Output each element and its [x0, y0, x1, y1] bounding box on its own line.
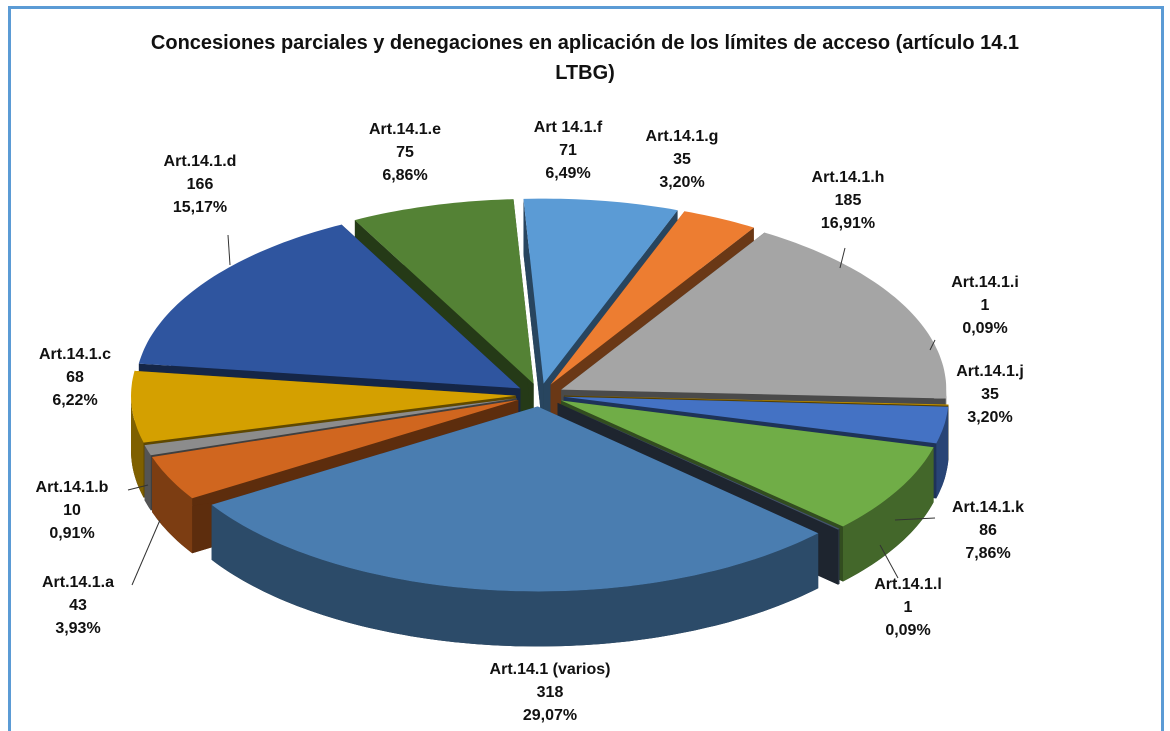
slice-wall — [211, 504, 819, 647]
data-label-percent: 29,07% — [523, 707, 577, 724]
data-label-percent: 6,86% — [382, 167, 427, 184]
data-label-value: 318 — [537, 684, 564, 701]
slice-side — [523, 198, 544, 439]
pie-slice — [561, 400, 934, 527]
data-label-value: 10 — [63, 502, 81, 519]
chart-frame — [8, 6, 1164, 731]
pie-slice — [561, 232, 947, 399]
data-label-percent: 6,49% — [545, 165, 590, 182]
data-label-name: Art.14.1.i — [951, 274, 1019, 291]
leader-line — [127, 484, 149, 491]
data-label-percent: 6,22% — [52, 392, 97, 409]
pie-slice — [144, 398, 517, 456]
pie-slice — [152, 399, 519, 499]
leader-line — [879, 544, 899, 579]
data-label-name: Art.14.1 (varios) — [490, 661, 611, 678]
leader-line — [894, 517, 936, 521]
data-label-value: 185 — [835, 192, 862, 209]
pie-slice — [563, 395, 949, 406]
data-label-value: 68 — [66, 369, 84, 386]
data-label-value: 166 — [187, 176, 214, 193]
data-label-percent: 3,93% — [55, 620, 100, 637]
data-label-value: 75 — [396, 144, 414, 161]
chart-title: Concesiones parciales y denegaciones en … — [150, 32, 1020, 84]
slice — [211, 406, 819, 647]
data-label-percent: 7,86% — [965, 545, 1010, 562]
data-label-value: 71 — [559, 142, 577, 159]
pie-slice — [550, 211, 754, 385]
slice-wall — [936, 406, 949, 499]
pie-slice — [211, 406, 819, 592]
data-label-percent: 0,09% — [885, 622, 930, 639]
pie-slice — [557, 402, 840, 530]
data-label-percent: 0,09% — [962, 320, 1007, 337]
slice-side — [152, 399, 519, 512]
data-label-name: Art.14.1.a — [42, 574, 114, 591]
data-label-name: Art.14.1.b — [36, 479, 109, 496]
data-label-percent: 3,20% — [967, 409, 1012, 426]
slice-wall — [144, 445, 151, 511]
data-label-name: Art 14.1.f — [534, 119, 603, 136]
data-label-value: 1 — [904, 599, 913, 616]
data-label-name: Art.14.1.k — [952, 499, 1024, 516]
slice-wall — [152, 457, 193, 554]
data-label-value: 86 — [979, 522, 997, 539]
data-label-value: 35 — [673, 151, 691, 168]
data-label-name: Art.14.1.e — [369, 121, 441, 138]
leader-line — [839, 247, 846, 269]
data-label-value: 35 — [981, 386, 999, 403]
slice-wall — [838, 528, 840, 585]
pie-slice — [523, 198, 678, 384]
data-label-value: 1 — [981, 297, 990, 314]
data-label-name: Art.14.1.h — [812, 169, 885, 186]
pie-slice — [563, 396, 949, 444]
leader-line — [929, 339, 936, 351]
data-label-name: Art.14.1.d — [164, 153, 237, 170]
data-label-percent: 3,20% — [659, 174, 704, 191]
data-label-percent: 15,17% — [173, 199, 227, 216]
slice-wall — [843, 447, 934, 582]
leader-line — [131, 519, 161, 586]
data-label-name: Art.14.1.c — [39, 346, 111, 363]
data-label-percent: 0,91% — [49, 525, 94, 542]
data-label-name: Art.14.1.j — [956, 363, 1024, 380]
data-label-name: Art.14.1.g — [646, 128, 719, 145]
leader-line — [227, 234, 231, 266]
data-label-value: 43 — [69, 597, 87, 614]
pie-slice — [354, 199, 534, 384]
data-label-percent: 16,91% — [821, 215, 875, 232]
data-label-name: Art.14.1.l — [874, 576, 942, 593]
slice-wall — [131, 395, 144, 498]
pie-slice — [138, 224, 521, 389]
pie-slice — [131, 370, 517, 443]
